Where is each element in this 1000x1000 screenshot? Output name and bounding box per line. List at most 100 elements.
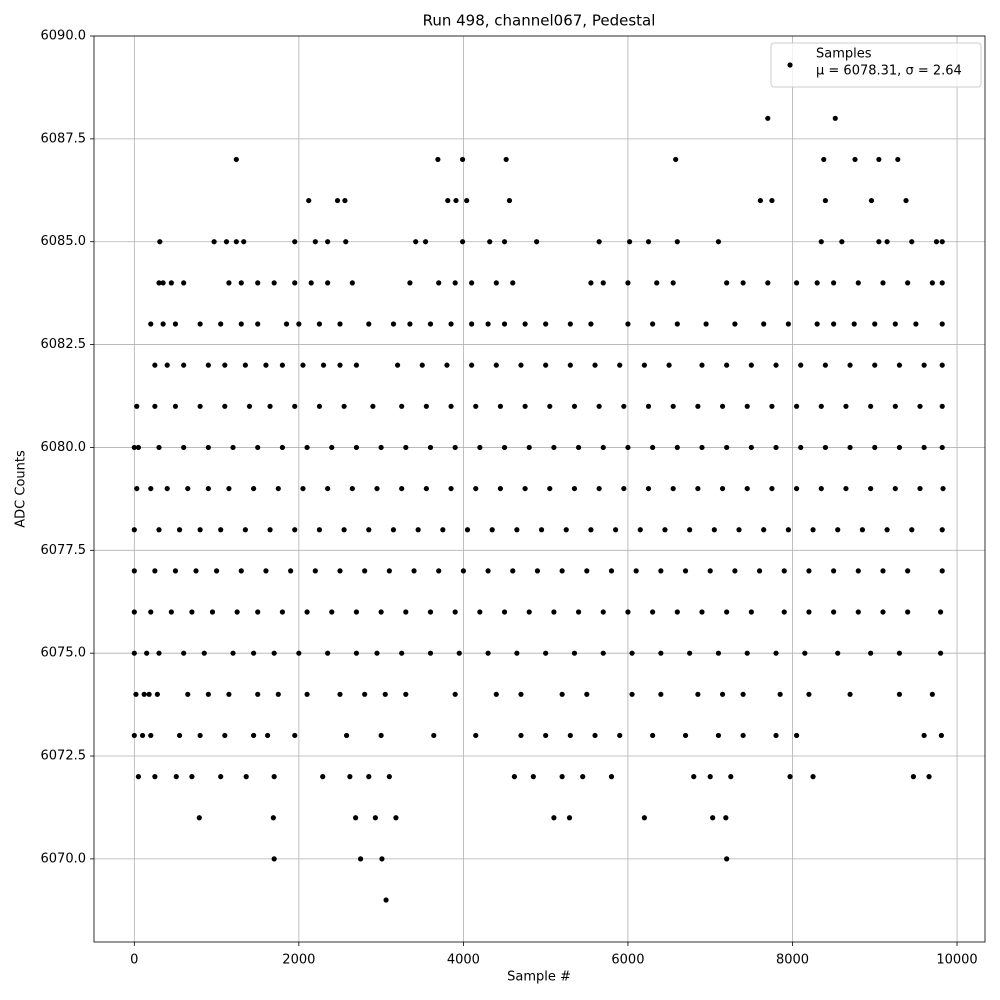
point — [929, 691, 935, 697]
point — [695, 485, 701, 492]
point — [921, 732, 927, 739]
point — [459, 239, 466, 245]
point — [511, 773, 518, 780]
point — [501, 609, 508, 615]
point — [625, 280, 631, 286]
point — [765, 115, 771, 121]
point — [543, 362, 549, 368]
point — [181, 280, 187, 286]
point — [626, 239, 633, 245]
point — [715, 650, 722, 656]
point — [386, 773, 392, 780]
point — [645, 403, 652, 409]
point — [567, 321, 573, 327]
point — [588, 280, 594, 286]
point — [386, 568, 392, 574]
point — [304, 609, 310, 615]
point — [787, 773, 793, 780]
point — [724, 362, 730, 368]
point — [584, 691, 590, 697]
point — [464, 527, 471, 533]
point — [160, 280, 166, 286]
point — [563, 527, 569, 533]
y-tick-label: 6070.0 — [41, 851, 87, 866]
point — [629, 650, 635, 656]
point — [279, 444, 286, 451]
point — [831, 280, 837, 286]
point — [448, 321, 454, 327]
point — [831, 321, 837, 327]
point — [674, 321, 680, 327]
y-tick-label: 6080.0 — [41, 440, 87, 455]
point — [650, 732, 656, 739]
point — [427, 444, 434, 451]
point — [666, 362, 672, 368]
point — [769, 197, 775, 204]
point — [427, 321, 434, 327]
point — [835, 650, 841, 656]
point — [464, 197, 470, 204]
point — [222, 362, 228, 368]
point — [135, 773, 142, 780]
point — [896, 444, 903, 451]
point — [872, 321, 878, 327]
point — [374, 485, 380, 492]
point — [650, 321, 656, 327]
point — [271, 773, 277, 780]
point — [419, 362, 425, 368]
point — [378, 732, 384, 739]
point — [892, 321, 898, 327]
point — [342, 197, 348, 204]
point — [255, 691, 261, 697]
point — [781, 568, 787, 574]
point — [197, 403, 203, 409]
point — [407, 321, 413, 327]
point — [567, 362, 573, 368]
point — [518, 732, 524, 739]
point — [205, 362, 211, 368]
point — [493, 362, 499, 368]
point — [189, 773, 195, 780]
point — [868, 485, 874, 492]
axes: 0 2000 4000 6000 8000 10000 6070.0 6072.5 6075.0… — [41, 29, 986, 968]
point — [600, 444, 606, 451]
point — [154, 691, 160, 697]
point — [673, 156, 679, 163]
point — [896, 691, 903, 697]
point — [543, 650, 549, 656]
point — [337, 362, 343, 368]
point — [196, 815, 202, 821]
point — [205, 485, 211, 492]
point — [320, 362, 327, 368]
point — [832, 115, 838, 121]
point — [629, 691, 635, 697]
point — [238, 321, 244, 327]
point — [728, 773, 734, 780]
point — [526, 609, 532, 615]
point — [637, 527, 643, 533]
point — [263, 568, 269, 574]
point — [353, 362, 360, 368]
point — [913, 321, 919, 327]
point — [736, 527, 742, 533]
point — [403, 444, 409, 451]
point — [131, 650, 137, 656]
point — [440, 527, 446, 533]
point — [939, 568, 945, 574]
point — [156, 527, 162, 533]
point — [223, 239, 230, 245]
point — [526, 444, 532, 451]
point — [773, 362, 779, 368]
point — [403, 691, 409, 697]
point — [347, 773, 353, 780]
point — [939, 280, 945, 286]
point — [300, 485, 306, 492]
point — [304, 444, 310, 451]
x-tick-label: 10000 — [936, 953, 977, 968]
point — [650, 609, 656, 615]
point — [255, 444, 261, 451]
point — [551, 815, 557, 821]
point — [431, 732, 437, 739]
point — [146, 691, 152, 697]
point — [156, 280, 162, 286]
